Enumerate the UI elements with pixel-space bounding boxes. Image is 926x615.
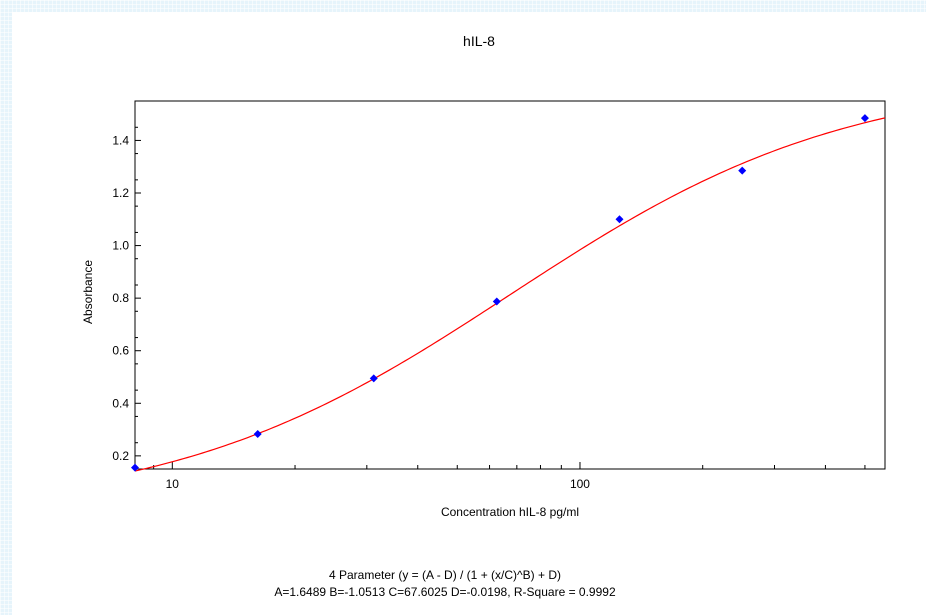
axis-ticks: 0.2 0.4 0.6 0.8 1.0 1.2 1.4 10 100 — [112, 100, 866, 491]
equation-line-2: A=1.6489 B=-1.0513 C=67.6025 D=-0.0198, … — [274, 585, 616, 599]
chart-svg: hIL-8 0.2 0.4 0.6 0.8 1.0 1.2 1.4 10 100 Concent… — [81, 33, 886, 599]
y-tick-label: 1.4 — [112, 133, 129, 147]
y-tick-label: 0.8 — [112, 291, 129, 305]
y-tick-label: 0.4 — [112, 396, 129, 410]
data-point — [615, 215, 624, 224]
data-points-group — [131, 114, 869, 472]
data-point — [860, 114, 869, 123]
x-tick-label: 100 — [570, 477, 590, 491]
y-tick-label: 1.2 — [112, 186, 129, 200]
x-tick-label: 10 — [166, 477, 180, 491]
equation-line-1: 4 Parameter (y = (A - D) / (1 + (x/C)^B)… — [329, 568, 561, 582]
y-tick-label: 0.2 — [112, 449, 129, 463]
y-tick-label: 1.0 — [112, 239, 129, 253]
data-point — [738, 166, 747, 175]
y-axis-label: Absorbance — [81, 260, 95, 324]
data-point — [492, 297, 501, 306]
data-point — [253, 430, 262, 439]
chart-canvas: hIL-8 0.2 0.4 0.6 0.8 1.0 1.2 1.4 10 100 Concent… — [12, 12, 926, 615]
x-axis-label: Concentration hIL-8 pg/ml — [441, 505, 579, 519]
y-tick-label: 0.6 — [112, 344, 129, 358]
data-point — [131, 463, 139, 472]
chart-title: hIL-8 — [463, 33, 495, 49]
plot-area-frame — [134, 100, 886, 470]
data-point — [369, 374, 378, 383]
